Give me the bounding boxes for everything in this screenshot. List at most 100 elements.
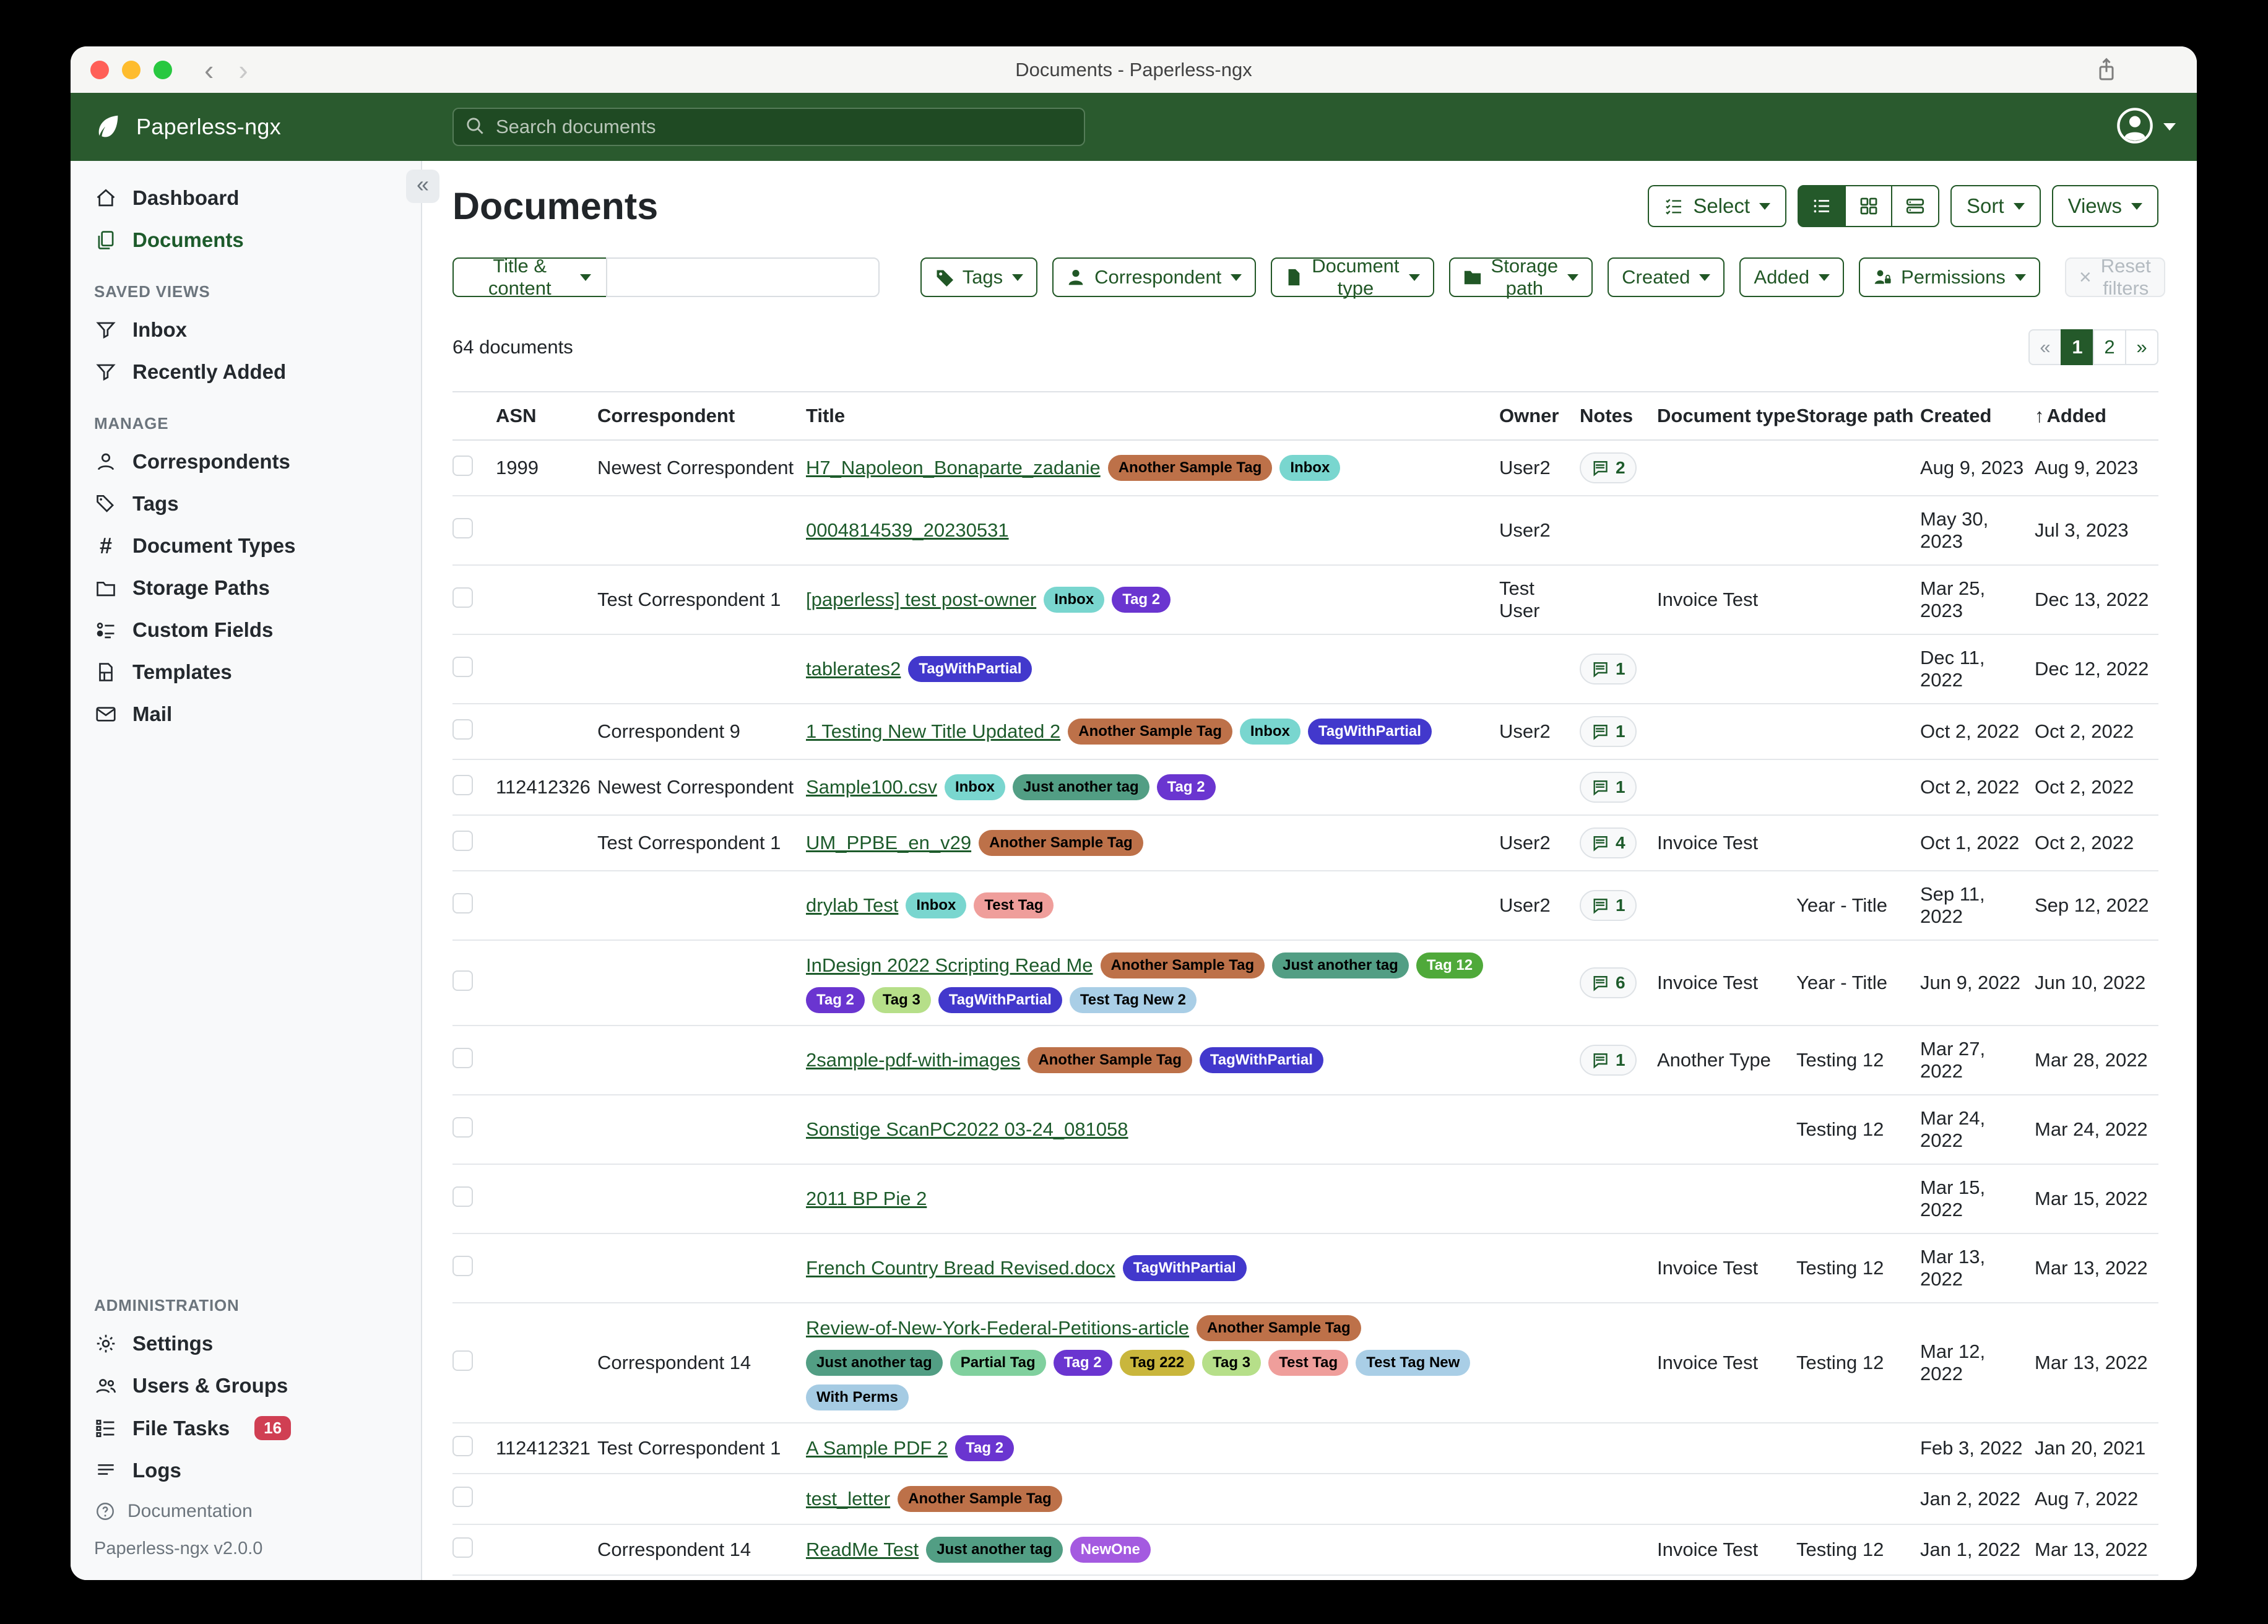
sidebar-collapse-button[interactable]: « <box>406 170 439 203</box>
row-checkbox[interactable] <box>452 719 473 740</box>
sidebar-item-custom-fields[interactable]: Custom Fields <box>71 609 421 651</box>
brand[interactable]: Paperless-ngx <box>71 111 422 143</box>
header-created[interactable]: Created <box>1920 391 2035 441</box>
storage-path-cell[interactable]: Testing 12 <box>1796 1524 1920 1576</box>
document-type-filter-button[interactable]: Document type <box>1271 255 1434 299</box>
header-title[interactable]: Title <box>806 391 1499 441</box>
tag-pill[interactable]: Test Tag New 2 <box>1069 987 1197 1013</box>
tag-pill[interactable]: Tag 222 <box>1119 1350 1195 1376</box>
tag-pill[interactable]: Tag 2 <box>1053 1350 1112 1376</box>
sidebar-item-dashboard[interactable]: Dashboard <box>71 177 421 219</box>
notes-badge[interactable]: 2 <box>1580 452 1637 483</box>
tag-pill[interactable]: Another Sample Tag <box>898 1486 1062 1512</box>
tag-pill[interactable]: Tag 3 <box>872 987 931 1013</box>
correspondent-cell[interactable] <box>597 1164 806 1234</box>
document-link[interactable]: H7_Napoleon_Bonaparte_zadanie <box>806 457 1101 478</box>
document-link[interactable]: test_letter <box>806 1488 891 1510</box>
correspondent-filter-button[interactable]: Correspondent <box>1052 257 1257 297</box>
tag-pill[interactable]: Inbox <box>1279 455 1341 481</box>
header-added[interactable]: ↑ Added <box>2035 391 2158 441</box>
correspondent-cell[interactable]: Correspondent 14 <box>597 1303 806 1423</box>
select-button[interactable]: Select <box>1648 185 1787 227</box>
tag-pill[interactable]: Tag 2 <box>1156 774 1216 800</box>
tag-pill[interactable]: Just another tag <box>926 1537 1063 1563</box>
tag-pill[interactable]: Just another tag <box>1012 774 1149 800</box>
storage-path-cell[interactable] <box>1796 440 1920 496</box>
row-checkbox[interactable] <box>452 1047 473 1068</box>
tag-pill[interactable]: Another Sample Tag <box>979 830 1143 856</box>
document-type-cell[interactable] <box>1657 440 1796 496</box>
document-link[interactable]: French Country Bread Revised.docx <box>806 1257 1115 1279</box>
row-checkbox[interactable] <box>452 1435 473 1456</box>
tag-pill[interactable]: Tag 2 <box>1112 587 1171 613</box>
row-checkbox[interactable] <box>452 1350 473 1371</box>
document-type-cell[interactable] <box>1657 634 1796 704</box>
reset-filters-button[interactable]: × Reset filters <box>2064 255 2165 299</box>
storage-path-cell[interactable]: Year - Title <box>1796 871 1920 941</box>
correspondent-cell[interactable] <box>597 1233 806 1303</box>
row-checkbox[interactable] <box>452 1116 473 1138</box>
storage-path-cell[interactable]: Testing 12 <box>1796 1095 1920 1165</box>
tag-pill[interactable]: Tag 2 <box>955 1435 1015 1461</box>
tag-pill[interactable]: Another Sample Tag <box>1100 952 1265 978</box>
title-content-filter-button[interactable]: Title & content <box>452 255 608 299</box>
list-view-button[interactable] <box>1798 185 1846 227</box>
document-link[interactable]: InDesign 2022 Scripting Read Me <box>806 954 1093 976</box>
header-notes[interactable]: Notes <box>1580 391 1657 441</box>
storage-path-cell[interactable] <box>1796 634 1920 704</box>
document-type-cell[interactable]: Invoice Test <box>1657 1303 1796 1423</box>
row-checkbox[interactable] <box>452 970 473 991</box>
zoom-window-button[interactable] <box>154 60 172 79</box>
search-input[interactable] <box>495 115 1073 139</box>
share-icon[interactable] <box>2094 55 2119 88</box>
document-type-cell[interactable]: Invoice Test <box>1657 940 1796 1026</box>
storage-path-filter-button[interactable]: Storage path <box>1448 255 1593 299</box>
views-button[interactable]: Views <box>2051 185 2158 227</box>
correspondent-cell[interactable] <box>597 871 806 941</box>
tag-pill[interactable]: Test Tag New <box>1356 1350 1471 1376</box>
document-link[interactable]: 1 Testing New Title Updated 2 <box>806 720 1061 742</box>
tag-pill[interactable]: Another Sample Tag <box>1107 455 1273 481</box>
tag-pill[interactable]: TagWithPartial <box>908 656 1032 682</box>
document-link[interactable]: Sonstige ScanPC2022 03-24_081058 <box>806 1118 1128 1140</box>
correspondent-cell[interactable]: Correspondent 9 <box>597 704 806 760</box>
tag-pill[interactable]: TagWithPartial <box>938 987 1062 1013</box>
filter-text-input[interactable] <box>606 257 880 297</box>
notes-badge[interactable]: 1 <box>1580 716 1637 747</box>
sidebar-item-mail[interactable]: Mail <box>71 693 421 735</box>
sort-button[interactable]: Sort <box>1950 185 2041 227</box>
document-link[interactable]: [paperless] test post-owner <box>806 589 1037 610</box>
notes-badge[interactable]: 6 <box>1580 967 1637 998</box>
document-type-cell[interactable]: Invoice Test <box>1657 1524 1796 1576</box>
added-filter-button[interactable]: Added <box>1739 257 1845 297</box>
document-link[interactable]: 0004814539_20230531 <box>806 519 1009 541</box>
document-type-cell[interactable] <box>1657 1423 1796 1474</box>
storage-path-cell[interactable]: Testing 12 <box>1796 1303 1920 1423</box>
pagination-page-1[interactable]: 1 <box>2061 329 2094 365</box>
storage-path-cell[interactable] <box>1796 759 1920 816</box>
notes-badge[interactable]: 1 <box>1580 1045 1637 1076</box>
tag-pill[interactable]: Just another tag <box>806 1350 943 1376</box>
header-document-type[interactable]: Document type <box>1657 391 1796 441</box>
pagination-last-button[interactable]: » <box>2125 329 2158 365</box>
document-link[interactable]: 2011 BP Pie 2 <box>806 1188 927 1209</box>
tag-pill[interactable]: Inbox <box>944 774 1005 800</box>
tag-pill[interactable]: Tag 3 <box>1202 1350 1262 1376</box>
document-link[interactable]: Review-of-New-York-Federal-Petitions-art… <box>806 1317 1190 1339</box>
tags-filter-button[interactable]: Tags <box>920 257 1038 297</box>
document-type-cell[interactable] <box>1657 704 1796 760</box>
correspondent-cell[interactable]: Newest Correspondent <box>597 440 806 496</box>
storage-path-cell[interactable]: Testing 12 <box>1796 1026 1920 1095</box>
document-link[interactable]: tablerates2 <box>806 658 901 680</box>
row-checkbox[interactable] <box>452 892 473 914</box>
header-correspondent[interactable]: Correspondent <box>597 391 806 441</box>
tag-pill[interactable]: TagWithPartial <box>1122 1255 1247 1281</box>
sidebar-item-correspondents[interactable]: Correspondents <box>71 441 421 483</box>
document-type-cell[interactable]: Invoice Test <box>1657 1233 1796 1303</box>
global-search[interactable] <box>452 108 1085 146</box>
document-link[interactable]: UM_PPBE_en_v29 <box>806 832 972 853</box>
sidebar-item-document-types[interactable]: # Document Types <box>71 525 421 567</box>
storage-path-cell[interactable] <box>1796 815 1920 871</box>
tag-pill[interactable]: Inbox <box>1044 587 1105 613</box>
tag-pill[interactable]: Tag 12 <box>1416 952 1484 978</box>
